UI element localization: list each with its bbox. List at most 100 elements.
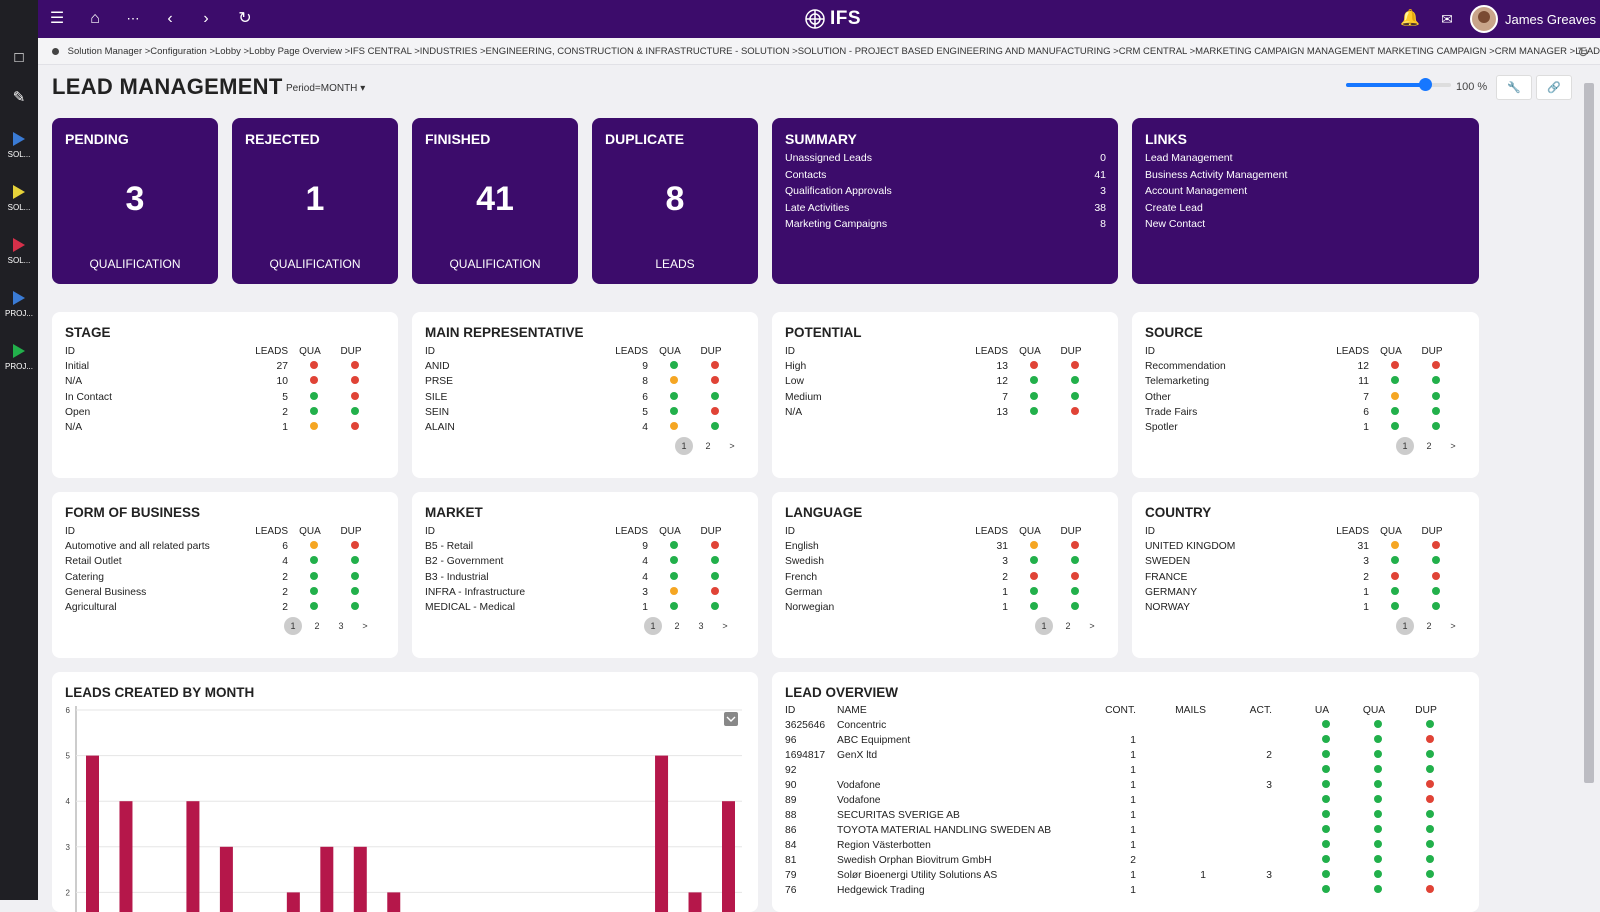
- refresh-icon[interactable]: ↻: [238, 10, 252, 27]
- table-row[interactable]: Agricultural 2: [65, 601, 378, 617]
- card-rejected[interactable]: REJECTED 1 QUALIFICATION: [232, 118, 398, 284]
- page-button[interactable]: 2: [1065, 621, 1071, 631]
- wrench-button[interactable]: 🔧: [1496, 75, 1532, 100]
- bar[interactable]: [722, 801, 735, 912]
- table-row[interactable]: General Business 2: [65, 586, 378, 602]
- message-icon[interactable]: ✉: [1441, 11, 1453, 27]
- page-button[interactable]: >: [362, 621, 368, 631]
- table-row[interactable]: In Contact 5: [65, 391, 378, 407]
- link-item[interactable]: Lead Management: [1145, 152, 1467, 169]
- table-row[interactable]: INFRA - Infrastructure 3: [425, 586, 738, 602]
- bar[interactable]: [387, 892, 401, 912]
- table-row[interactable]: UNITED KINGDOM 31: [1145, 541, 1459, 556]
- table-row[interactable]: 81 Swedish Orphan Biovitrum GmbH 2: [785, 855, 1459, 870]
- bell-icon[interactable]: 🔔: [1400, 10, 1420, 27]
- table-row[interactable]: Low 12: [785, 376, 1098, 391]
- period-dropdown[interactable]: Period=MONTH ▾: [286, 83, 365, 94]
- table-row[interactable]: 84 Region Västerbotten 1: [785, 840, 1459, 855]
- table-row[interactable]: 76 Hedgewick Trading 1: [785, 885, 1459, 900]
- table-row[interactable]: PRSE 8: [425, 376, 738, 391]
- table-row[interactable]: Recommendation 12: [1145, 361, 1459, 376]
- page-button[interactable]: 2: [1426, 441, 1432, 451]
- page-button[interactable]: 3: [338, 621, 344, 631]
- page-button[interactable]: 2: [674, 621, 680, 631]
- page-button[interactable]: 1: [1035, 617, 1053, 635]
- table-row[interactable]: 3625646 Concentric: [785, 720, 1459, 735]
- summary-row[interactable]: Unassigned Leads 0: [785, 152, 1106, 169]
- table-row[interactable]: N/A 13: [785, 406, 1098, 422]
- forward-icon[interactable]: ›: [203, 10, 209, 27]
- page-button[interactable]: >: [722, 621, 728, 631]
- table-row[interactable]: Automotive and all related parts 6: [65, 541, 378, 556]
- back-icon[interactable]: ‹: [167, 10, 173, 27]
- table-row[interactable]: 88 SECURITAS SVERIGE AB 1: [785, 810, 1459, 825]
- bar[interactable]: [320, 846, 334, 912]
- sidebar-item[interactable]: PROJ...: [0, 344, 38, 371]
- table-row[interactable]: High 13: [785, 361, 1098, 376]
- table-row[interactable]: French 2: [785, 571, 1098, 587]
- card-pending[interactable]: PENDING 3 QUALIFICATION: [52, 118, 218, 284]
- table-row[interactable]: SWEDEN 3: [1145, 556, 1459, 571]
- table-row[interactable]: GERMANY 1: [1145, 586, 1459, 602]
- table-row[interactable]: Initial 27: [65, 361, 378, 376]
- bar[interactable]: [119, 801, 133, 912]
- table-row[interactable]: B5 - Retail 9: [425, 541, 738, 556]
- table-row[interactable]: Medium 7: [785, 391, 1098, 407]
- bar[interactable]: [353, 846, 367, 912]
- summary-row[interactable]: Qualification Approvals 3: [785, 185, 1106, 202]
- table-row[interactable]: Trade Fairs 6: [1145, 406, 1459, 422]
- table-row[interactable]: Telemarketing 11: [1145, 376, 1459, 391]
- table-row[interactable]: MEDICAL - Medical 1: [425, 601, 738, 617]
- edit-icon[interactable]: ✎: [12, 89, 26, 106]
- breadcrumb-home-icon[interactable]: [52, 47, 59, 55]
- table-row[interactable]: 1694817 GenX ltd 1 2: [785, 750, 1459, 765]
- summary-row[interactable]: Marketing Campaigns 8: [785, 218, 1106, 235]
- sidebar-item[interactable]: SOL...: [0, 185, 38, 212]
- home-icon[interactable]: ⌂: [90, 10, 100, 27]
- table-row[interactable]: 86 TOYOTA MATERIAL HANDLING SWEDEN AB 1: [785, 825, 1459, 840]
- scrollbar-thumb[interactable]: [1584, 83, 1594, 783]
- card-finished[interactable]: FINISHED 41 QUALIFICATION: [412, 118, 578, 284]
- sidebar-item[interactable]: SOL...: [0, 238, 38, 265]
- user-menu[interactable]: James Greaves: [1470, 4, 1596, 34]
- table-row[interactable]: Other 7: [1145, 391, 1459, 407]
- bar[interactable]: [186, 801, 200, 912]
- bar[interactable]: [286, 892, 300, 912]
- apps-grid-icon[interactable]: ⋯: [126, 11, 140, 26]
- table-row[interactable]: B3 - Industrial 4: [425, 571, 738, 587]
- table-row[interactable]: Spotler 1: [1145, 421, 1459, 437]
- page-button[interactable]: 3: [698, 621, 704, 631]
- table-row[interactable]: ANID 9: [425, 361, 738, 376]
- page-button[interactable]: 2: [705, 441, 711, 451]
- card-duplicate[interactable]: DUPLICATE 8 LEADS: [592, 118, 758, 284]
- page-button[interactable]: >: [1450, 621, 1456, 631]
- table-row[interactable]: Swedish 3: [785, 556, 1098, 571]
- table-row[interactable]: 79 Solør Bioenergi Utility Solutions AS 1 1…: [785, 870, 1459, 885]
- table-row[interactable]: N/A 1: [65, 421, 378, 437]
- table-row[interactable]: Catering 2: [65, 571, 378, 587]
- sidebar-item[interactable]: PROJ...: [0, 291, 38, 318]
- bar[interactable]: [86, 755, 99, 912]
- bar[interactable]: [688, 892, 702, 912]
- table-row[interactable]: 92 1: [785, 765, 1459, 780]
- zoom-slider[interactable]: [1346, 78, 1454, 91]
- reload-page-icon[interactable]: ↻: [1577, 44, 1589, 60]
- summary-row[interactable]: Contacts 41: [785, 169, 1106, 186]
- sidebar-item[interactable]: SOL...: [0, 132, 38, 159]
- hamburger-menu-icon[interactable]: ☰: [49, 10, 65, 27]
- table-row[interactable]: English 31: [785, 541, 1098, 556]
- table-row[interactable]: Open 2: [65, 406, 378, 422]
- table-row[interactable]: 96 ABC Equipment 1: [785, 735, 1459, 750]
- page-button[interactable]: 2: [1426, 621, 1432, 631]
- bar[interactable]: [655, 755, 669, 912]
- table-row[interactable]: SEIN 5: [425, 406, 738, 422]
- link-item[interactable]: Account Management: [1145, 185, 1467, 202]
- page-button[interactable]: 1: [1396, 617, 1414, 635]
- table-row[interactable]: FRANCE 2: [1145, 571, 1459, 587]
- table-row[interactable]: NORWAY 1: [1145, 601, 1459, 617]
- page-button[interactable]: 1: [675, 437, 693, 455]
- page-scrollbar[interactable]: [1580, 65, 1600, 900]
- table-row[interactable]: Retail Outlet 4: [65, 556, 378, 571]
- table-row[interactable]: 90 Vodafone 1 3: [785, 780, 1459, 795]
- link-item[interactable]: Business Activity Management: [1145, 169, 1467, 186]
